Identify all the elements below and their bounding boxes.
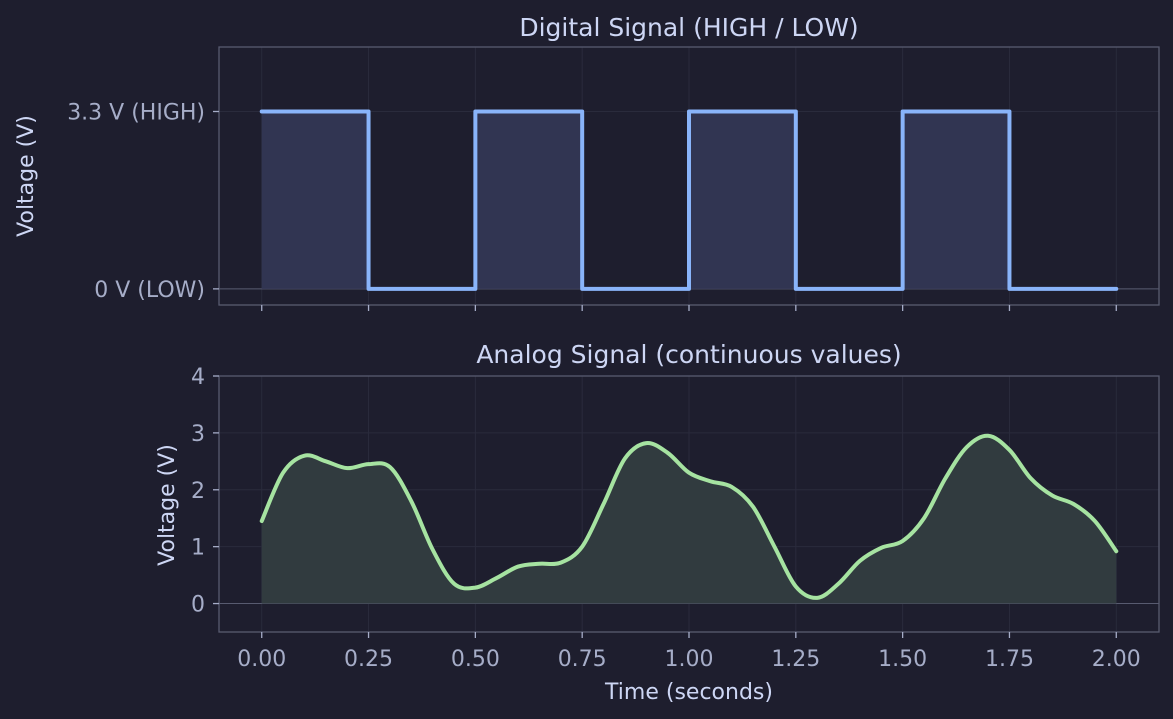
analog-y-tick-label-0: 0 — [191, 593, 205, 618]
analog-x-tick-label-2: 0.50 — [451, 647, 500, 672]
analog-y-axis-label: Voltage (V) — [155, 444, 180, 566]
analog-x-tick-label-0: 0.00 — [237, 647, 286, 672]
analog-x-tick-label-3: 0.75 — [558, 647, 607, 672]
analog-x-tick-label-6: 1.50 — [878, 647, 927, 672]
analog-y-tick-label-4: 4 — [191, 365, 205, 390]
digital-marks — [219, 109, 1159, 291]
analog-x-tick-label-4: 1.00 — [665, 647, 714, 672]
digital-series-0-line — [259, 109, 1119, 291]
digital-y-axis-label: Voltage (V) — [14, 115, 39, 237]
analog-y-tick-label-2: 2 — [191, 479, 205, 504]
analog-series-0-line — [259, 433, 1119, 600]
analog-signal-panel: Analog Signal (continuous values) Voltag… — [155, 340, 1160, 705]
analog-y-tick-label-3: 3 — [191, 422, 205, 447]
analog-marks — [219, 433, 1159, 605]
analog-x-tick-label-8: 2.00 — [1092, 647, 1141, 672]
analog-x-axis-label: Time (seconds) — [604, 680, 773, 705]
digital-ticks: 0 V (LOW) 3.3 V (HIGH) — [67, 101, 1117, 311]
digital-signal-panel: Digital Signal (HIGH / LOW) Voltage (V) … — [14, 13, 1160, 311]
analog-x-tick-label-7: 1.75 — [985, 647, 1034, 672]
digital-chart-title: Digital Signal (HIGH / LOW) — [519, 13, 858, 42]
digital-y-tick-label-1: 3.3 V (HIGH) — [67, 101, 205, 126]
analog-x-tick-label-5: 1.25 — [771, 647, 820, 672]
analog-chart-title: Analog Signal (continuous values) — [476, 340, 901, 369]
analog-ticks: 0.00 0.25 0.50 0.75 1.00 1.25 1.50 1.75 2.00 0 1 2 3… — [191, 365, 1141, 672]
analog-series-0-area — [261, 435, 1117, 604]
digital-y-tick-label-0: 0 V (LOW) — [94, 278, 205, 303]
analog-y-tick-label-1: 1 — [191, 536, 205, 561]
analog-x-tick-label-1: 0.25 — [344, 647, 393, 672]
